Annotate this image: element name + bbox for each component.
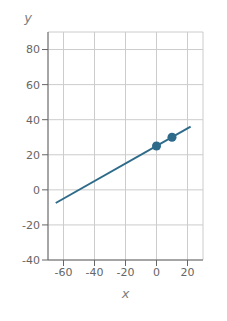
svg-text:80: 80 [26,43,40,56]
svg-text:-20: -20 [117,266,135,279]
svg-text:-60: -60 [55,266,73,279]
svg-text:40: 40 [26,114,40,127]
svg-text:0: 0 [33,184,40,197]
svg-text:20: 20 [181,266,195,279]
svg-text:-20: -20 [22,219,40,232]
svg-text:-40: -40 [86,266,104,279]
svg-text:x: x [121,286,130,301]
svg-text:60: 60 [26,79,40,92]
svg-text:0: 0 [153,266,160,279]
svg-text:-40: -40 [22,254,40,267]
svg-text:20: 20 [26,149,40,162]
svg-text:y: y [23,10,32,25]
